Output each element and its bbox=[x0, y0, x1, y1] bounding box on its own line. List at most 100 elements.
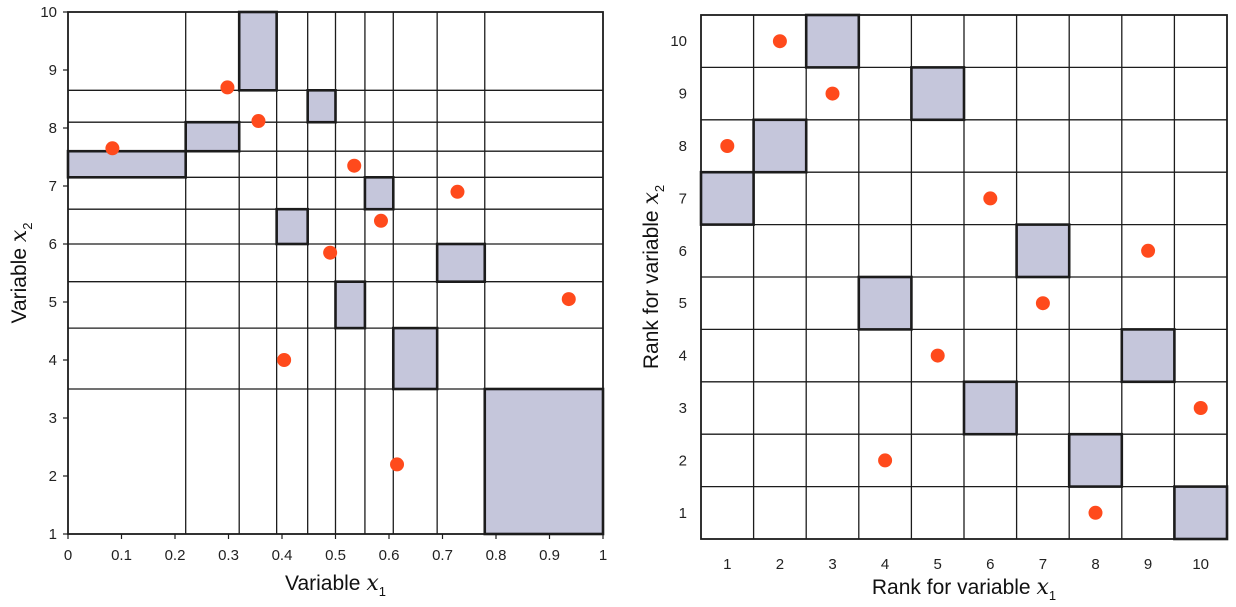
rank-point bbox=[1088, 505, 1103, 520]
sample-point bbox=[450, 184, 465, 199]
y-axis-label-text: Variable bbox=[8, 242, 31, 323]
x-tick-label: 6 bbox=[986, 556, 994, 573]
x-tick-label: 0.3 bbox=[218, 547, 239, 564]
y-tick-label: 8 bbox=[49, 120, 57, 137]
x-tick-label: 0.9 bbox=[539, 547, 560, 564]
x-tick-label: 0 bbox=[64, 547, 72, 564]
left-chart-panel: 0 0.1 0.2 0.3 0.4 0.5 0.6 0.7 0.8 0.9 1 1 2 3 4 5 6 7 8 9 10… bbox=[7, 4, 607, 599]
shaded-stratum-cell bbox=[483, 387, 605, 536]
shaded-stratum-cell bbox=[306, 89, 337, 124]
x-tick-label: 5 bbox=[934, 556, 942, 573]
x-tick-label: 1 bbox=[723, 556, 731, 573]
y-axis-label: Variable x2 bbox=[7, 223, 35, 324]
shaded-rank-cell bbox=[1173, 485, 1229, 541]
y-tick-label: 4 bbox=[49, 352, 57, 369]
x-tick-label: 2 bbox=[776, 556, 784, 573]
shaded-rank-cell bbox=[962, 380, 1018, 436]
rank-point bbox=[983, 191, 998, 206]
rank-point bbox=[772, 34, 787, 49]
sample-point bbox=[277, 353, 292, 367]
y-axis-label-variable: x bbox=[639, 192, 664, 205]
y-axis-label: Rank for variable x2 bbox=[639, 185, 667, 369]
y-tick-label: 8 bbox=[679, 138, 687, 155]
shaded-rank-cell bbox=[699, 170, 755, 226]
x-tick-label: 0.5 bbox=[325, 547, 346, 564]
rank-point bbox=[878, 453, 893, 468]
sample-point bbox=[220, 80, 235, 95]
sample-point bbox=[390, 457, 405, 472]
sample-point bbox=[251, 114, 266, 129]
x-tick-label: 4 bbox=[881, 556, 889, 573]
y-tick-label: 5 bbox=[679, 295, 687, 312]
x-tick-label: 1 bbox=[599, 547, 607, 564]
rank-point bbox=[825, 86, 840, 101]
x-axis-label-variable: x bbox=[366, 571, 379, 596]
x-tick-label: 0.2 bbox=[165, 547, 186, 564]
y-tick-label: 1 bbox=[679, 505, 687, 522]
shaded-rank-cell bbox=[804, 13, 861, 69]
shaded-rank-cell bbox=[1120, 328, 1176, 384]
x-axis-label: Rank for variable x1 bbox=[872, 575, 1056, 603]
x-tick-label: 10 bbox=[1192, 556, 1209, 573]
shaded-stratum-cell bbox=[237, 10, 278, 92]
shaded-stratum-cell bbox=[334, 280, 367, 330]
x-axis-label-subscript: 1 bbox=[1049, 588, 1056, 603]
x-tick-label: 8 bbox=[1091, 556, 1099, 573]
y-tick-label: 1 bbox=[49, 526, 57, 543]
y-tick-label: 6 bbox=[49, 236, 57, 253]
y-tick-label: 9 bbox=[49, 62, 57, 79]
y-axis-label-subscript: 2 bbox=[20, 223, 35, 230]
rank-point bbox=[1035, 296, 1050, 311]
shaded-stratum-cell bbox=[66, 149, 187, 179]
y-tick-label: 4 bbox=[679, 348, 687, 365]
right-chart-panel: 1 2 3 4 5 6 7 8 9 10 1 2 3 4 5 6 7 8 9 10 Rank for variable … bbox=[639, 13, 1229, 603]
shaded-stratum-cell bbox=[391, 326, 439, 391]
y-tick-label: 2 bbox=[49, 468, 57, 485]
sample-point bbox=[373, 213, 388, 228]
shaded-rank-cell bbox=[1067, 432, 1124, 488]
y-tick-label: 3 bbox=[49, 410, 57, 427]
shaded-rank-cell bbox=[752, 118, 808, 174]
y-tick-label: 9 bbox=[679, 86, 687, 103]
x-tick-label: 0.7 bbox=[432, 547, 453, 564]
y-axis-label-variable: x bbox=[7, 229, 32, 242]
x-axis-label: Variable x1 bbox=[285, 571, 386, 599]
y-axis-label-subscript: 2 bbox=[652, 185, 667, 192]
sample-point bbox=[105, 141, 120, 156]
sample-point bbox=[561, 292, 576, 307]
y-tick-label: 10 bbox=[670, 33, 687, 50]
x-tick-label: 7 bbox=[1039, 556, 1047, 573]
x-tick-label: 0.1 bbox=[111, 547, 132, 564]
x-tick-label: 3 bbox=[828, 556, 836, 573]
y-tick-label: 3 bbox=[679, 400, 687, 417]
x-tick-label: 0.4 bbox=[272, 547, 293, 564]
shaded-stratum-cell bbox=[184, 120, 241, 153]
shaded-stratum-cell bbox=[275, 207, 309, 246]
y-tick-label: 10 bbox=[40, 4, 57, 21]
shaded-rank-cell bbox=[1015, 223, 1071, 279]
rank-point bbox=[930, 348, 945, 363]
plot-frame bbox=[700, 14, 1228, 540]
x-tick-label: 0.6 bbox=[379, 547, 400, 564]
x-axis-label-text: Rank for variable bbox=[872, 576, 1037, 599]
y-tick-label: 6 bbox=[679, 243, 687, 260]
shaded-stratum-cell bbox=[435, 242, 487, 284]
y-tick-label: 7 bbox=[49, 178, 57, 195]
shaded-rank-cell bbox=[857, 275, 913, 331]
y-axis-label-text: Rank for variable bbox=[640, 205, 663, 370]
rank-point bbox=[1193, 401, 1208, 415]
rank-point bbox=[720, 139, 735, 153]
x-tick-label: 0.8 bbox=[486, 547, 507, 564]
y-tick-label: 5 bbox=[49, 294, 57, 311]
y-tick-label: 7 bbox=[679, 190, 687, 207]
sample-point bbox=[347, 158, 362, 173]
x-axis-label-subscript: 1 bbox=[379, 584, 386, 599]
rank-point bbox=[1141, 243, 1156, 258]
y-tick-label: 2 bbox=[679, 452, 687, 469]
x-axis-label-text: Variable bbox=[285, 572, 366, 595]
sample-point bbox=[323, 245, 338, 260]
shaded-rank-cell bbox=[910, 66, 966, 122]
x-tick-label: 9 bbox=[1144, 556, 1152, 573]
x-axis-label-variable: x bbox=[1036, 575, 1049, 600]
